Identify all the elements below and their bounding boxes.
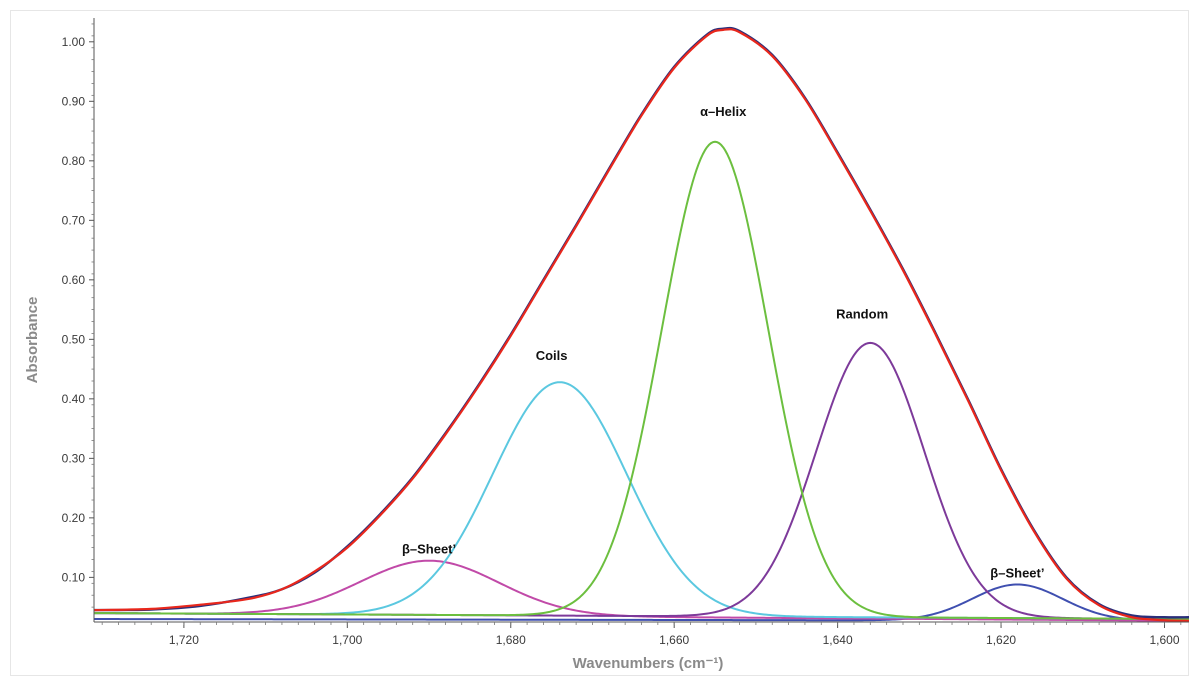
y-tick-label: 0.40 [62,392,86,406]
series-alpha-helix [93,140,1189,621]
series-coils [93,381,1189,621]
x-tick-label: 1,640 [823,633,853,647]
annotation-label: β–Sheet’ [402,542,456,557]
x-tick-label: 1,620 [986,633,1016,647]
curves-layer [93,26,1189,622]
series-beta-sheet-low [93,583,1189,622]
y-tick-label: 0.10 [62,570,86,584]
y-tick-label: 0.70 [62,213,86,227]
y-tick-label: 0.80 [62,154,86,168]
y-tick-label: 1.00 [62,35,86,49]
y-tick-label: 0.20 [62,511,86,525]
axes-layer: 0.10 0.20 0.30 0.40 0.50 0.60 0.70 0.80 0.90 1.00… [62,18,1189,647]
y-axis-label: Absorbance [24,297,41,384]
x-tick-label: 1,680 [496,633,526,647]
y-tick-label: 0.90 [62,94,86,108]
x-axis-label: Wavenumbers (cm⁻¹) [573,655,724,672]
series-fit [93,28,1189,622]
x-tick-label: 1,700 [332,633,362,647]
y-tick-label: 0.60 [62,273,86,287]
annotation-label: β–Sheet’ [990,565,1044,580]
x-tick-label: 1,720 [169,633,199,647]
y-tick-label: 0.30 [62,451,86,465]
annotation-label: Random [836,307,888,322]
x-tick-label: 1,600 [1149,633,1179,647]
annotations-layer: α–Helix Coils Random β–Sheet’ β–Sheet’ [402,104,1045,580]
annotation-label: α–Helix [700,104,747,119]
y-tick-label: 0.50 [62,332,86,346]
annotation-label: Coils [536,348,568,363]
x-tick-label: 1,660 [659,633,689,647]
